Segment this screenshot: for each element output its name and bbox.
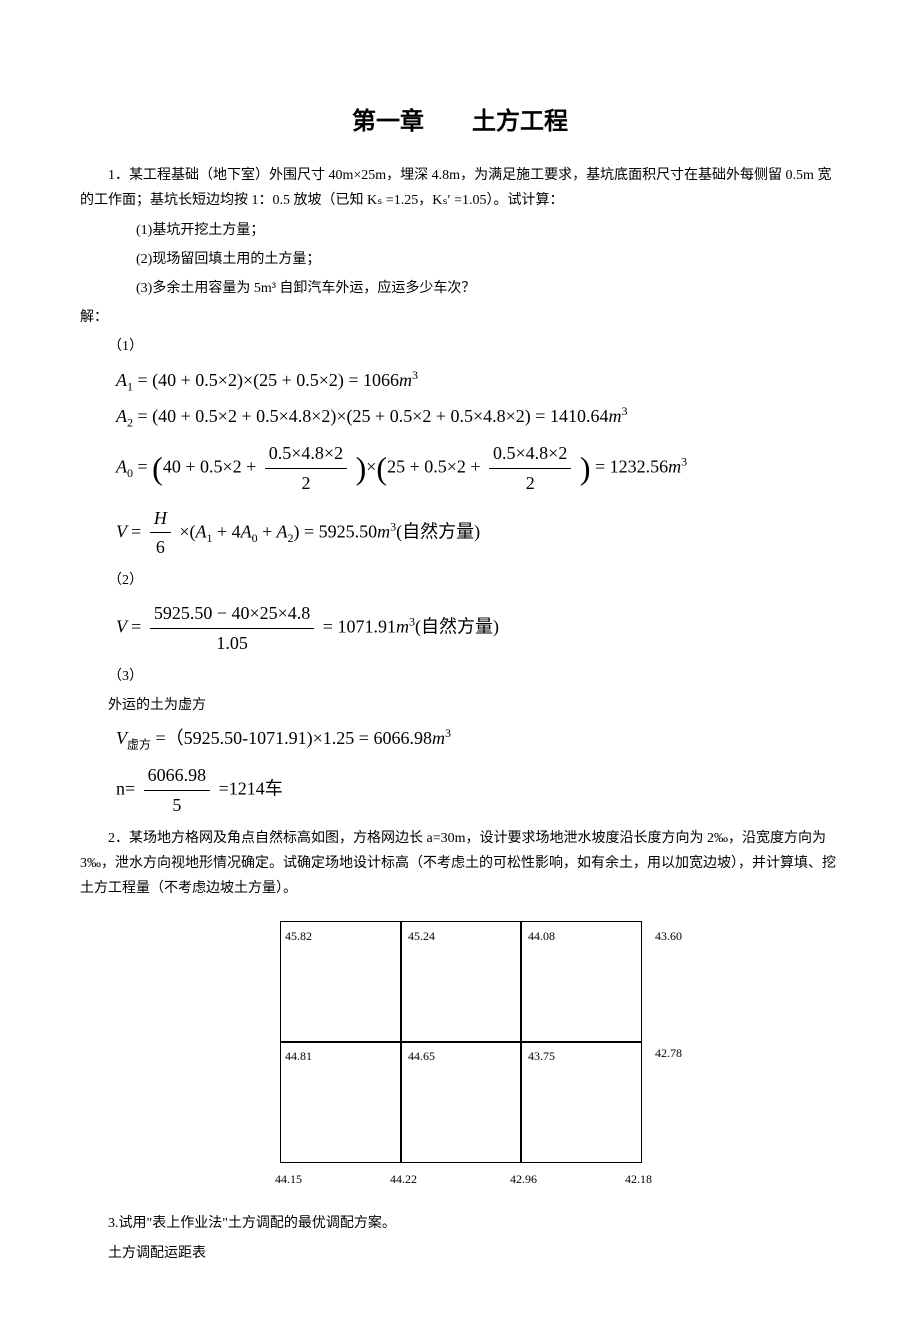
grid-label: 45.82 <box>285 926 312 948</box>
grid-label: 44.08 <box>528 926 555 948</box>
chapter-title: 第一章 土方工程 <box>80 100 840 143</box>
grid-label: 43.60 <box>655 926 682 948</box>
p3-stem: 3.试用"表上作业法"土方调配的最优调配方案。 <box>80 1211 840 1236</box>
eq-n: n= 6066.985 =1214车 <box>116 761 840 820</box>
grid-label: 44.15 <box>275 1169 302 1191</box>
p3-subtitle: 土方调配运距表 <box>80 1241 840 1266</box>
grid-label: 44.81 <box>285 1046 312 1068</box>
p1-step3-text: 外运的土为虚方 <box>108 693 840 718</box>
grid-label: 42.18 <box>625 1169 652 1191</box>
p1-step1-label: （1） <box>108 334 840 359</box>
p1-q3: (3)多余土用容量为 5m³ 自卸汽车外运，应运多少车次？ <box>108 276 840 301</box>
p1-step3-label: （3） <box>108 664 840 689</box>
eq-A2: A2 = (40 + 0.5×2 + 0.5×4.8×2)×(25 + 0.5×… <box>116 402 840 433</box>
p1-stem: 1．某工程基础（地下室）外围尺寸 40m×25m，埋深 4.8m，为满足施工要求… <box>80 163 840 213</box>
grid-diagram: 45.8245.2444.0843.6044.8144.6543.7542.78… <box>280 921 650 1191</box>
eq-V: V = H6 ×(A1 + 4A0 + A2) = 5925.50m3(自然方量… <box>116 504 840 563</box>
grid-label: 45.24 <box>408 926 435 948</box>
p1-solve-label: 解： <box>80 305 840 330</box>
grid-label: 42.78 <box>655 1043 682 1065</box>
p1-step2-label: （2） <box>108 568 840 593</box>
grid-label: 44.22 <box>390 1169 417 1191</box>
grid-label: 42.96 <box>510 1169 537 1191</box>
grid-label: 44.65 <box>408 1046 435 1068</box>
eq-A1: A1 = (40 + 0.5×2)×(25 + 0.5×2) = 1066m3 <box>116 366 840 397</box>
p1-q2: (2)现场留回填土用的土方量； <box>108 247 840 272</box>
eq-V2: V = 5925.50 − 40×25×4.81.05 = 1071.91m3(… <box>116 599 840 658</box>
p1-q1: (1)基坑开挖土方量； <box>108 218 840 243</box>
eq-A0: A0 = (40 + 0.5×2 + 0.5×4.8×22 )×(25 + 0.… <box>116 439 840 498</box>
grid-label: 43.75 <box>528 1046 555 1068</box>
eq-Vxu: V虚方 =（5925.50-1071.91)×1.25 = 6066.98m3 <box>116 724 840 755</box>
p2-stem: 2．某场地方格网及角点自然标高如图，方格网边长 a=30m，设计要求场地泄水坡度… <box>80 826 840 902</box>
